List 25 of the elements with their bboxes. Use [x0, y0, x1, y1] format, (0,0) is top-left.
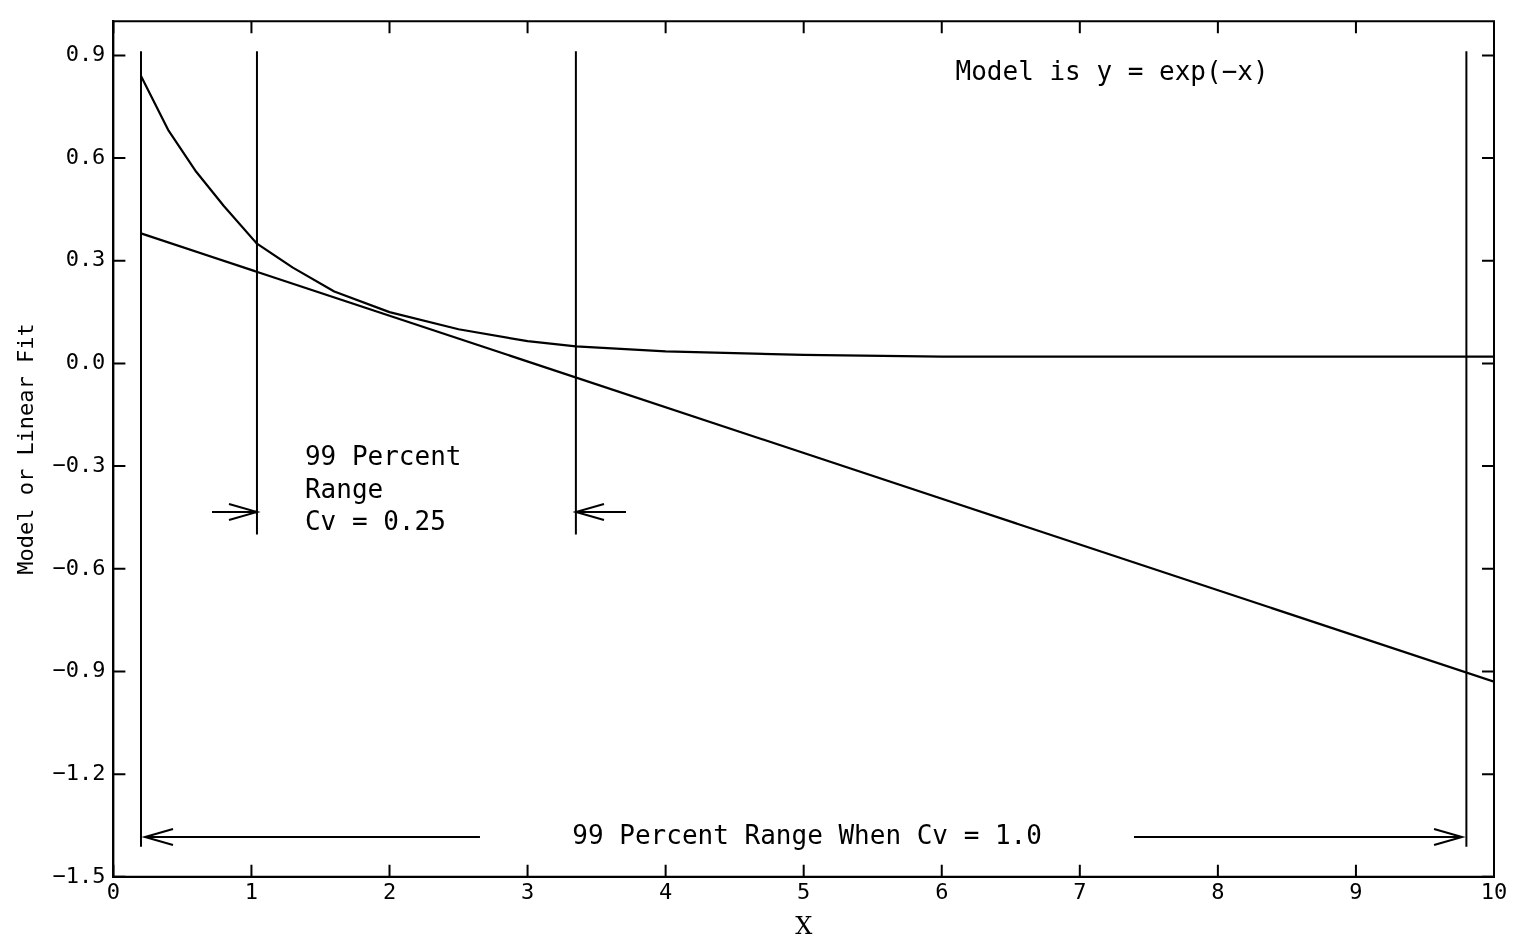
x-tick-label: 4	[659, 878, 673, 904]
annotation: Model is y = exp(−x)	[955, 55, 1269, 88]
x-tick-label: 0	[106, 878, 121, 904]
y-tick-label: −0.3	[52, 451, 106, 477]
annotation: 99 Percent Range Cv = 0.25	[304, 440, 462, 538]
x-tick-label: 7	[1073, 878, 1087, 904]
annotation: 99 Percent Range When Cv = 1.0	[571, 818, 1043, 852]
x-tick-label: 10	[1480, 878, 1508, 904]
y-tick-label: 0.3	[65, 246, 106, 272]
y-tick-label: 0.9	[65, 41, 106, 67]
y-axis-title: Model or Linear Fit	[12, 323, 38, 575]
y-tick-label: −1.2	[52, 759, 106, 785]
x-tick-label: 5	[797, 878, 811, 904]
x-tick-label: 3	[520, 878, 535, 904]
y-tick-label: −0.9	[52, 657, 106, 683]
y-tick-label: −0.6	[52, 554, 106, 580]
x-tick-label: 8	[1211, 878, 1225, 904]
y-tick-label: −1.5	[52, 862, 106, 888]
x-tick-label: 6	[935, 878, 949, 904]
y-tick-label: 0.6	[65, 143, 106, 169]
x-tick-label: 2	[382, 878, 397, 904]
x-axis-title: X	[795, 911, 813, 940]
x-tick-label: 9	[1349, 878, 1363, 904]
y-tick-label: 0.0	[65, 349, 106, 375]
x-tick-label: 1	[244, 878, 259, 904]
